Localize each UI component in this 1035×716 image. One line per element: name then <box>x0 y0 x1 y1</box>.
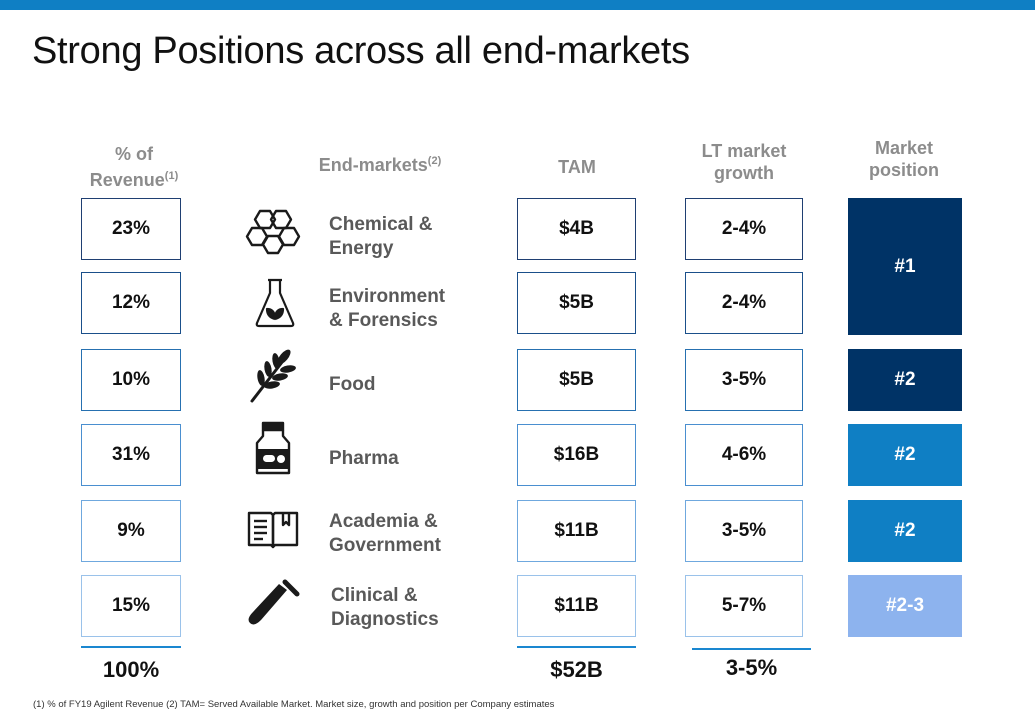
revenue-cell: 9% <box>81 500 181 562</box>
header-revenue-line1: % of <box>115 144 153 164</box>
tam-total: $52B <box>550 657 603 682</box>
tam-cell: $4B <box>517 198 636 260</box>
endmarket-label-chemical: Chemical & Energy <box>329 213 432 261</box>
endmarket-label-food: Food <box>329 373 375 397</box>
flask-leaf-icon <box>246 274 304 332</box>
header-revenue-text: Revenue <box>89 170 165 190</box>
wheat-icon <box>244 346 302 404</box>
endmarket-label-clinical: Clinical & Diagnostics <box>331 584 439 632</box>
header-endmarkets-text: End-markets <box>318 155 428 175</box>
top-accent-bar <box>0 0 1035 10</box>
revenue-cell: 12% <box>81 272 181 334</box>
header-position-line1: Market <box>874 138 934 158</box>
endmarket-label-line1: Clinical & <box>331 585 418 606</box>
tam-cell: $5B <box>517 272 636 334</box>
footnote: (1) % of FY19 Agilent Revenue (2) TAM= S… <box>33 699 555 710</box>
tam-cell: $11B <box>517 575 636 637</box>
endmarket-label-line1: Pharma <box>329 448 399 469</box>
endmarket-label-line2: Government <box>329 535 441 556</box>
header-position: Market position <box>846 137 962 181</box>
market-position-badge: #2 <box>848 349 962 411</box>
market-position-badge: #2 <box>848 500 962 562</box>
header-growth-line2: growth <box>714 163 774 183</box>
growth-cell: 3-5% <box>685 500 803 562</box>
header-growth: LT market growth <box>684 140 804 184</box>
endmarket-label-line1: Food <box>329 374 376 395</box>
header-position-line2: position <box>869 160 939 180</box>
growth-total-underline <box>692 648 811 650</box>
revenue-total-underline <box>81 646 181 648</box>
header-growth-line1: LT market <box>701 141 787 161</box>
tam-total-underline <box>517 646 636 648</box>
hexagon-molecule-icon <box>244 202 302 260</box>
endmarket-label-line2: Energy <box>329 238 394 259</box>
growth-cell: 5-7% <box>685 575 803 637</box>
page-title: Strong Positions across all end-markets <box>32 30 690 72</box>
header-revenue-footnote-ref: (1) <box>164 170 179 182</box>
endmarket-label-line1: Environment <box>329 286 446 307</box>
endmarket-label-line1: Academia & <box>329 511 438 532</box>
growth-cell: 4-6% <box>685 424 803 486</box>
market-position-badge: #2 <box>848 424 962 486</box>
revenue-total: 100% <box>102 657 160 682</box>
medicine-bottle-icon <box>244 420 302 478</box>
growth-total: 3-5% <box>725 655 778 680</box>
revenue-cell: 10% <box>81 349 181 411</box>
header-endmarkets-footnote-ref: (2) <box>427 155 442 167</box>
header-tam-text: TAM <box>558 157 596 177</box>
revenue-cell: 23% <box>81 198 181 260</box>
endmarket-label-environment: Environment & Forensics <box>329 285 445 333</box>
test-tube-icon <box>244 575 302 633</box>
endmarket-label-line2: Diagnostics <box>331 609 439 630</box>
endmarket-label-academia: Academia & Government <box>329 510 441 558</box>
growth-cell: 3-5% <box>685 349 803 411</box>
header-revenue-line2: Revenue(1) <box>74 165 194 191</box>
revenue-cell: 15% <box>81 575 181 637</box>
growth-cell: 2-4% <box>685 272 803 334</box>
growth-cell: 2-4% <box>685 198 803 260</box>
market-position-badge: #2-3 <box>848 575 962 637</box>
header-tam: TAM <box>517 156 637 178</box>
tam-cell: $16B <box>517 424 636 486</box>
header-endmarkets: End-markets(2) <box>260 150 500 176</box>
header-revenue: % of Revenue(1) <box>74 143 194 191</box>
endmarket-label-pharma: Pharma <box>329 447 399 471</box>
endmarket-label-line1: Chemical & <box>329 214 433 235</box>
revenue-cell: 31% <box>81 424 181 486</box>
market-position-badge: #1 <box>848 198 962 335</box>
tam-cell: $11B <box>517 500 636 562</box>
open-book-icon <box>244 500 302 558</box>
tam-cell: $5B <box>517 349 636 411</box>
endmarket-label-line2: & Forensics <box>329 310 438 331</box>
